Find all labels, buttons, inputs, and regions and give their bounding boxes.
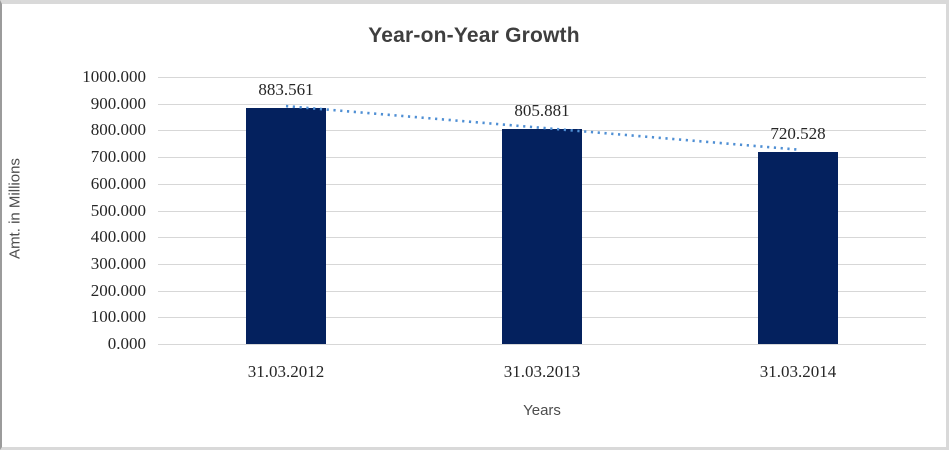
y-tick-label: 0.000: [107, 334, 146, 353]
y-tick-label: 300.000: [90, 253, 146, 273]
x-tick-label: 31.03.2013: [503, 362, 581, 381]
chart-title: Year-on-Year Growth: [368, 24, 580, 47]
y-tick-label: 100.000: [90, 307, 146, 327]
y-tick-label: 900.000: [90, 93, 146, 113]
y-tick-label: 600.000: [90, 173, 146, 193]
gridline: [158, 103, 926, 105]
bar-value-label: 883.561: [258, 80, 314, 100]
x-tick-label: 31.03.2012: [247, 362, 325, 381]
bar: [502, 128, 582, 344]
bar: [758, 151, 838, 344]
bar: [246, 108, 326, 344]
y-tick-label: 1000.000: [82, 67, 146, 86]
x-axis-title: Years: [523, 402, 561, 419]
gridline: [158, 77, 926, 78]
gridline: [158, 344, 926, 345]
y-tick-label: 500.000: [90, 200, 146, 220]
bar-value-label: 805.881: [514, 100, 570, 120]
bar-value-label: 720.528: [770, 123, 826, 143]
y-tick-label: 800.000: [90, 120, 146, 140]
y-tick-label: 700.000: [90, 147, 146, 167]
y-tick-label: 400.000: [90, 227, 146, 247]
plot-region: Year-on-Year Growth Amt. in Millions 0.0…: [2, 4, 946, 447]
y-tick-label: 200.000: [90, 280, 146, 300]
x-tick-label: 31.03.2014: [759, 362, 837, 381]
